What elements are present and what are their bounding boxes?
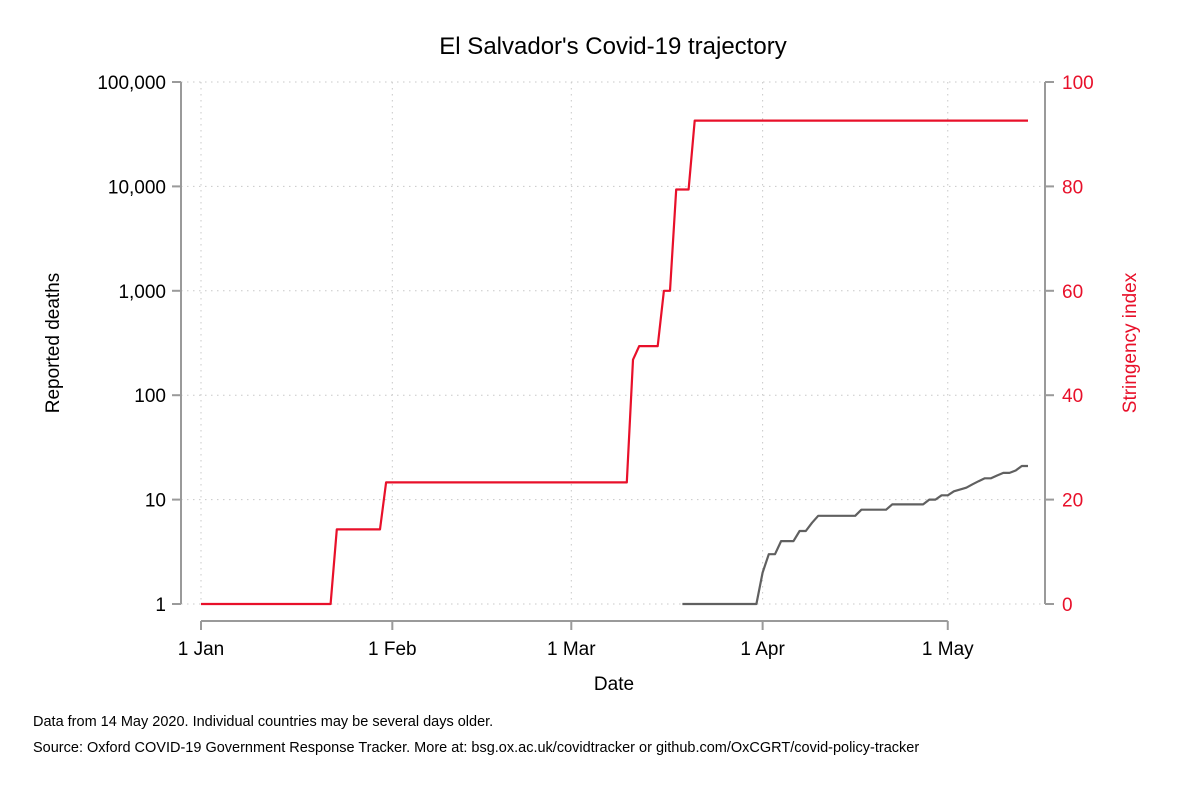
- right-tick-label: 60: [1062, 282, 1083, 303]
- x-tick-label: 1 Jan: [178, 639, 224, 660]
- grid-lines: [181, 81, 1045, 605]
- x-tick-label: 1 May: [922, 639, 974, 660]
- x-tick-label: 1 Mar: [547, 639, 596, 660]
- right-axis-ticks: 0 20 40 60 80 100: [1045, 73, 1094, 616]
- left-tick-label: 1: [155, 595, 166, 616]
- left-tick-label: 100: [134, 386, 166, 407]
- left-tick-label: 1,000: [118, 282, 166, 303]
- axes: [180, 82, 1046, 622]
- left-axis-ticks: 1 10 100 1,000 10,000 100,000: [97, 73, 181, 616]
- x-tick-label: 1 Feb: [368, 639, 417, 660]
- right-tick-label: 20: [1062, 491, 1083, 512]
- source-note: Source: Oxford COVID-19 Government Respo…: [33, 740, 919, 756]
- left-tick-label: 100,000: [97, 73, 166, 94]
- left-tick-label: 10: [145, 491, 166, 512]
- data-date-note: Data from 14 May 2020. Individual countr…: [33, 714, 493, 730]
- right-axis-label: Stringency index: [1120, 272, 1141, 413]
- reported-deaths-line: [682, 464, 1028, 606]
- series-lines: [201, 119, 1028, 606]
- chart-title: El Salvador's Covid-19 trajectory: [439, 33, 786, 60]
- stringency-index-line: [201, 119, 1028, 606]
- right-tick-label: 100: [1062, 73, 1094, 94]
- right-tick-label: 80: [1062, 177, 1083, 198]
- x-axis-label: Date: [594, 674, 634, 695]
- right-tick-label: 0: [1062, 595, 1073, 616]
- x-tick-label: 1 Apr: [740, 639, 785, 660]
- x-axis-ticks: 1 Jan 1 Feb 1 Mar 1 Apr 1 May: [178, 621, 974, 660]
- right-tick-label: 40: [1062, 386, 1083, 407]
- left-tick-label: 10,000: [108, 177, 166, 198]
- left-axis-label: Reported deaths: [43, 273, 64, 414]
